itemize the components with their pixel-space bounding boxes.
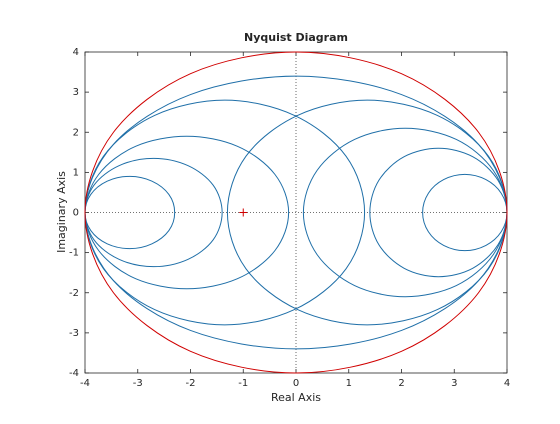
y-tick-label: -1	[69, 248, 79, 259]
y-axis-label: Imaginary Axis	[55, 171, 68, 253]
nyquist-curve	[84, 51, 508, 374]
x-tick-label: 2	[398, 378, 404, 389]
x-axis-label: Real Axis	[271, 391, 321, 404]
y-tick-label: -4	[69, 368, 79, 379]
y-tick-label: 1	[73, 167, 79, 178]
x-tick-label: -2	[186, 378, 196, 389]
y-tick-label: 4	[73, 47, 79, 58]
nyquist-curve	[226, 99, 508, 326]
nyquist-curve	[369, 147, 508, 278]
critical-point	[239, 208, 248, 217]
y-tick-label: -2	[69, 288, 79, 299]
x-tick-label: -3	[133, 378, 143, 389]
x-tick-label: 4	[504, 378, 510, 389]
y-tick-label: 0	[73, 208, 79, 219]
nyquist-curve	[422, 173, 508, 252]
chart-title: Nyquist Diagram	[244, 31, 348, 44]
x-tick-label: 0	[293, 378, 299, 389]
y-tick-label: -3	[69, 328, 79, 339]
y-tick-label: 2	[73, 127, 79, 138]
x-tick-label: -1	[238, 378, 248, 389]
x-tick-label: 3	[451, 378, 457, 389]
nyquist-curve	[84, 99, 366, 326]
y-tick-label: 3	[73, 87, 79, 98]
nyquist-curve	[302, 127, 508, 298]
x-tick-label: -4	[80, 378, 90, 389]
x-tick-label: 1	[346, 378, 352, 389]
